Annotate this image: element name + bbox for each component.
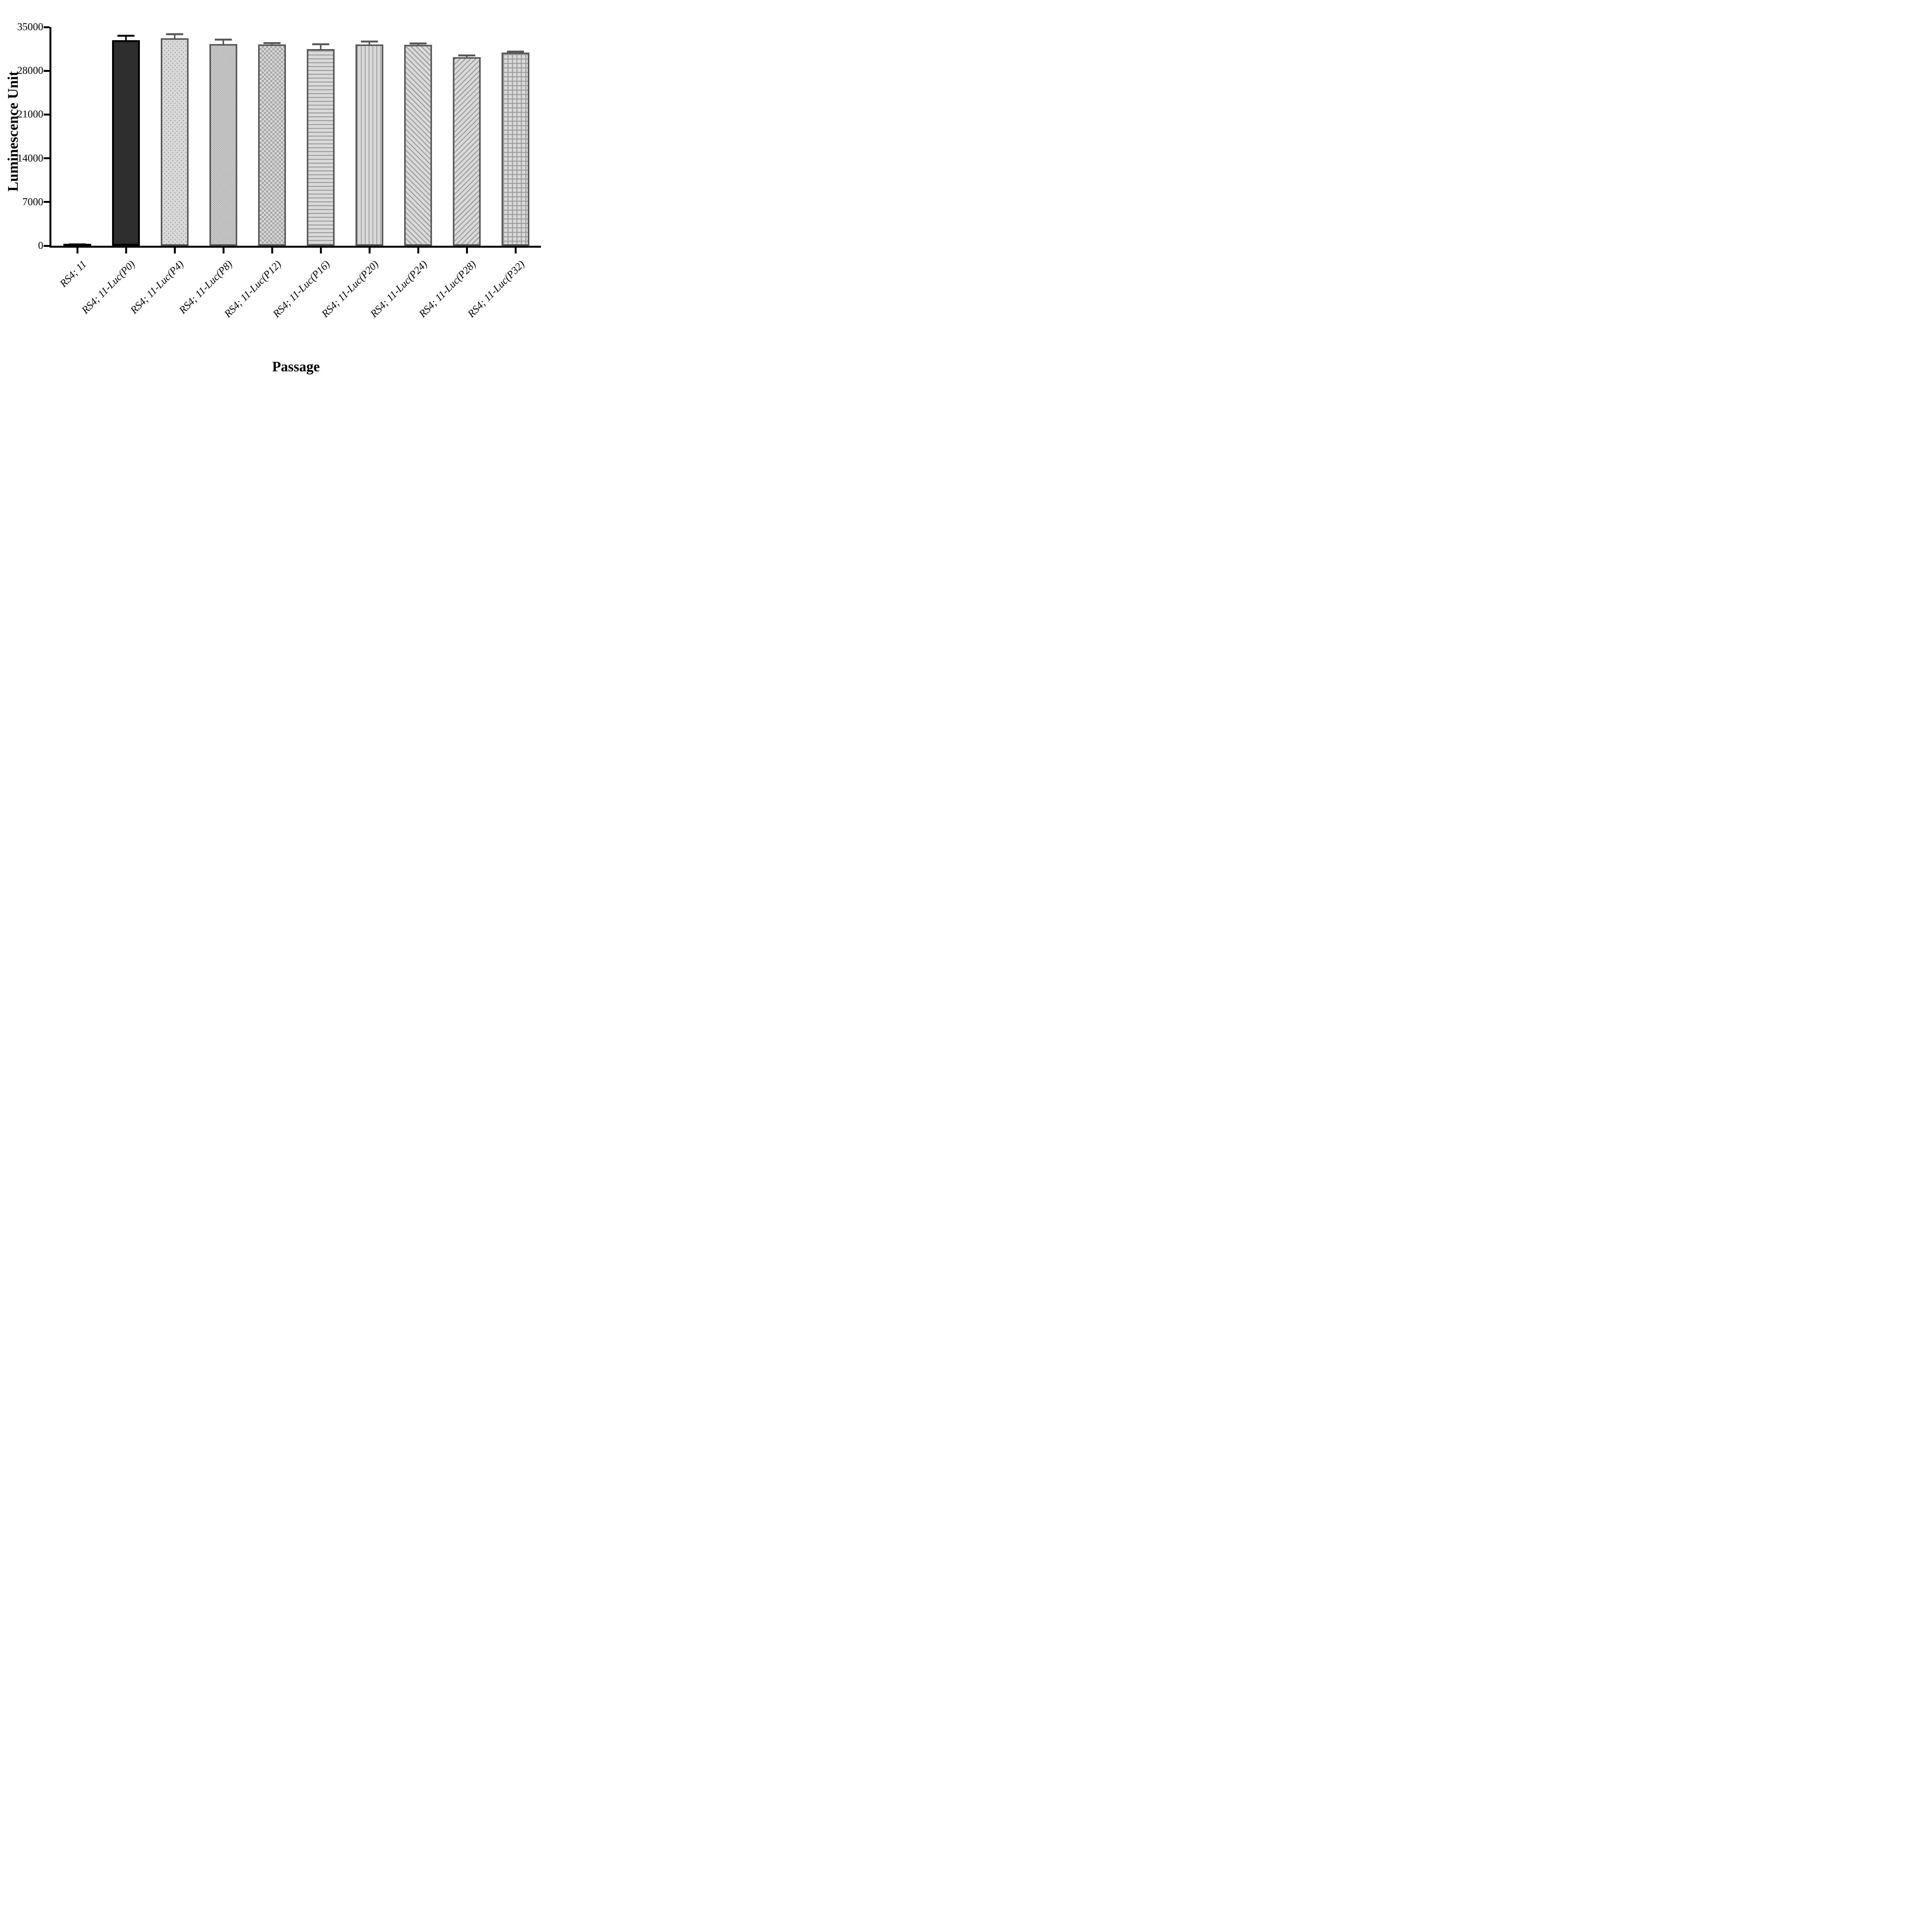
y-axis-title: Luminescence Unit (5, 71, 21, 192)
x-tick (466, 248, 468, 253)
error-bar-cap (264, 42, 281, 44)
bar-5 (258, 44, 286, 246)
error-bar-stem (320, 43, 321, 49)
y-tick-label: 7000 (22, 196, 43, 207)
bar-9 (453, 57, 481, 246)
x-tick (173, 248, 176, 253)
x-tick (417, 248, 419, 253)
x-tick (514, 248, 517, 253)
error-bar-cap (410, 43, 427, 45)
x-tick (368, 248, 371, 253)
y-axis-line (49, 27, 51, 248)
bar-10 (502, 53, 529, 246)
y-tick (44, 70, 49, 72)
y-tick (44, 113, 49, 116)
y-tick (44, 201, 49, 203)
x-tick (222, 248, 224, 253)
bar-7 (355, 44, 383, 246)
x-category-label: RS4; 11 (57, 258, 89, 289)
error-bar-cap (507, 50, 524, 53)
error-bar-cap (312, 43, 329, 46)
y-tick-label: 28000 (17, 65, 44, 77)
error-bar-cap (166, 33, 183, 36)
error-bar-cap (458, 54, 475, 57)
bar-8 (404, 45, 432, 246)
x-axis-line (49, 246, 541, 248)
error-bar-cap (215, 38, 232, 41)
bar-1 (63, 244, 91, 246)
x-tick (320, 248, 322, 253)
y-tick-label: 21000 (17, 108, 44, 120)
error-bar-cap (117, 35, 134, 37)
error-bar-stem (369, 40, 370, 45)
bar-3 (161, 38, 189, 246)
error-bar-stem (174, 33, 175, 39)
y-tick (44, 245, 49, 247)
y-tick-label: 35000 (17, 21, 44, 32)
error-bar-stem (223, 38, 224, 44)
y-tick (44, 157, 49, 160)
x-tick (125, 248, 127, 253)
x-tick (76, 248, 78, 253)
y-tick-label: 14000 (17, 152, 44, 164)
bar-chart-figure: Luminescence Unit 0 7000 14000 21000 28000 35… (0, 0, 554, 390)
error-bar-stem (125, 35, 127, 40)
bar-6 (307, 49, 335, 246)
bar-4 (209, 44, 237, 246)
x-axis-title: Passage (272, 359, 320, 375)
error-bar-cap (361, 40, 378, 43)
bar-2 (112, 40, 140, 246)
y-tick (44, 26, 49, 28)
y-tick-label: 0 (38, 240, 44, 251)
x-tick (271, 248, 273, 253)
